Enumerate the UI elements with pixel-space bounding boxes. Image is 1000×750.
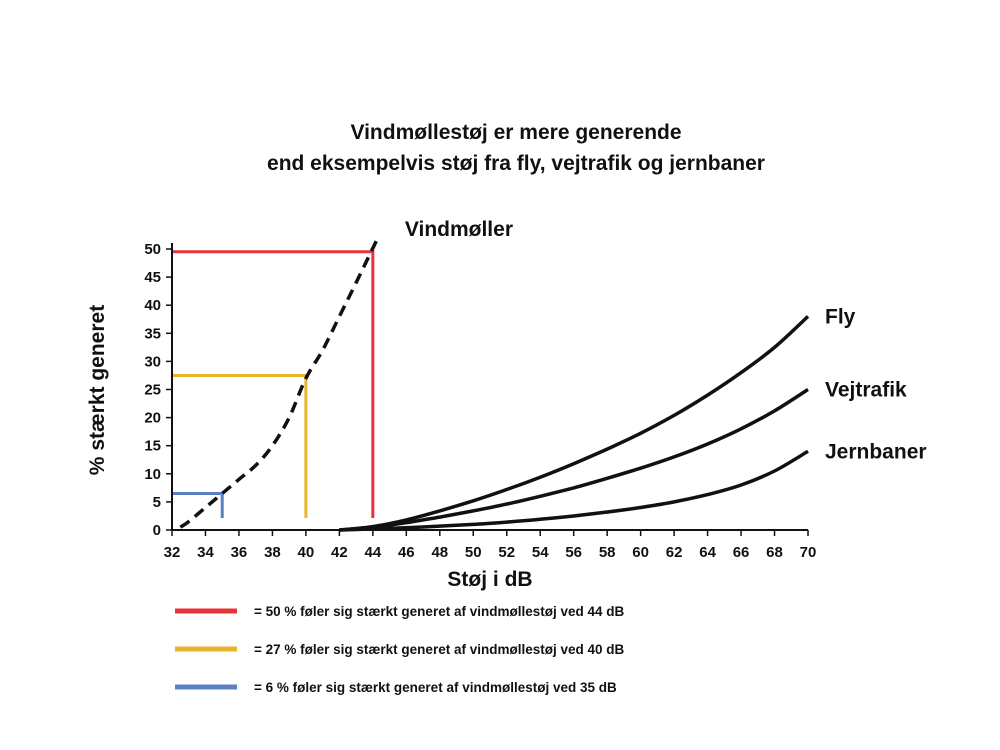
x-tick-label: 56 — [565, 544, 582, 561]
y-tick-label: 25 — [144, 382, 161, 399]
legend: = 50 % føler sig stærkt generet af vindm… — [175, 604, 624, 695]
y-tick-label: 15 — [144, 438, 161, 455]
legend-entry: = 6 % føler sig stærkt generet af vindmø… — [254, 680, 617, 695]
reference-line-blue — [172, 491, 224, 518]
series-label-vejtrafik: Vejtrafik — [825, 379, 907, 402]
x-tick-label: 32 — [164, 544, 181, 561]
x-tick-label: 66 — [733, 544, 750, 561]
x-tick-label: 50 — [465, 544, 482, 561]
x-tick-label: 34 — [197, 544, 214, 561]
x-tick-label: 46 — [398, 544, 415, 561]
series-line-fly — [339, 315, 810, 532]
series-labels: Vindmøller Fly Vejtrafik Jernbaner — [405, 218, 927, 464]
x-tick-label: 68 — [766, 544, 783, 561]
y-tick-label: 45 — [144, 269, 161, 286]
x-tick-label: 38 — [264, 544, 281, 561]
x-tick-label: 70 — [800, 544, 817, 561]
plot-series — [179, 237, 810, 532]
x-tick-label: 58 — [599, 544, 616, 561]
x-tick-label: 48 — [431, 544, 448, 561]
x-tick-label: 40 — [298, 544, 315, 561]
x-tick-label: 44 — [364, 544, 381, 561]
y-axis-label: % stærkt generet — [86, 305, 109, 475]
y-tick-label: 50 — [144, 241, 161, 258]
chart-title-line-1: Vindmøllestøj er mere generende — [350, 121, 681, 144]
x-tick-label: 52 — [498, 544, 515, 561]
y-tick-label: 10 — [144, 466, 161, 483]
y-tick-label: 40 — [144, 297, 161, 314]
x-tick-label: 60 — [632, 544, 649, 561]
series-label-vindm-ller: Vindmøller — [405, 218, 513, 241]
series-line-vejtrafik — [339, 388, 809, 532]
y-tick-label: 5 — [153, 494, 161, 511]
legend-entry: = 27 % føler sig stærkt generet af vindm… — [254, 642, 624, 657]
reference-line-red — [172, 250, 375, 518]
axes: 32 34 36 38 40 42 44 46 48 50 52 54 56 58 60 62 64 66 68 70… — [144, 241, 816, 561]
x-tick-label: 64 — [699, 544, 716, 561]
y-tick-label: 30 — [144, 353, 161, 370]
x-tick-label: 54 — [532, 544, 549, 561]
legend-entry: = 50 % føler sig stærkt generet af vindm… — [254, 604, 624, 619]
y-tick-label: 35 — [144, 325, 161, 342]
chart-title-line-2: end eksempelvis støj fra fly, vejtrafik … — [267, 152, 765, 175]
reference-lines — [172, 250, 375, 518]
y-tick-label: 20 — [144, 410, 161, 427]
x-tick-label: 42 — [331, 544, 348, 561]
x-axis-label: Støj i dB — [447, 568, 532, 591]
reference-line-yellow — [172, 373, 308, 518]
x-tick-label: 36 — [231, 544, 248, 561]
x-tick-label: 62 — [666, 544, 683, 561]
series-line-vindm-ller — [179, 237, 380, 529]
series-label-jernbaner: Jernbaner — [825, 440, 927, 463]
series-label-fly: Fly — [825, 305, 856, 328]
y-tick-label: 0 — [153, 522, 161, 539]
series-line-jernbaner — [339, 449, 809, 532]
